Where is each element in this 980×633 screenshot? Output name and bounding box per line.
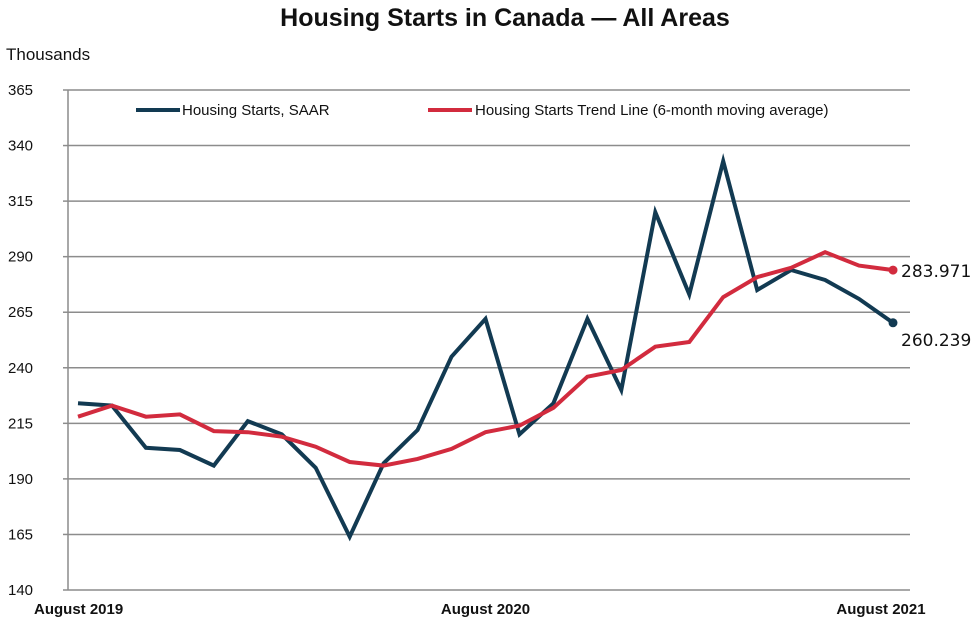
y-axis-label: Thousands [6, 45, 91, 64]
end-data-label: 283.971 [901, 262, 971, 282]
y-tick-label: 265 [8, 304, 33, 321]
y-tick-label: 315 [8, 193, 33, 210]
y-tick-label: 365 [8, 82, 33, 99]
end-point-marker [888, 265, 898, 275]
y-tick-label: 240 [8, 360, 33, 377]
y-tick-label: 165 [8, 526, 33, 543]
x-tick-label: August 2021 [836, 601, 925, 618]
x-tick-label: August 2019 [34, 601, 123, 618]
y-tick-label: 215 [8, 415, 33, 432]
series-line-trend-line [77, 250, 894, 468]
legend-label-housing-starts: Housing Starts, SAAR [182, 102, 330, 119]
y-tick-label: 290 [8, 249, 33, 266]
end-point-marker [888, 318, 898, 328]
y-tick-label: 140 [8, 582, 33, 599]
end-data-label: 260.239 [901, 331, 971, 351]
y-tick-label: 340 [8, 138, 33, 155]
legend-label-trend-line: Housing Starts Trend Line (6-month movin… [475, 102, 829, 119]
series-line-housing-starts [77, 153, 895, 542]
x-tick-label: August 2020 [441, 601, 530, 618]
y-tick-label: 190 [8, 471, 33, 488]
chart-title: Housing Starts in Canada — All Areas [280, 4, 730, 32]
